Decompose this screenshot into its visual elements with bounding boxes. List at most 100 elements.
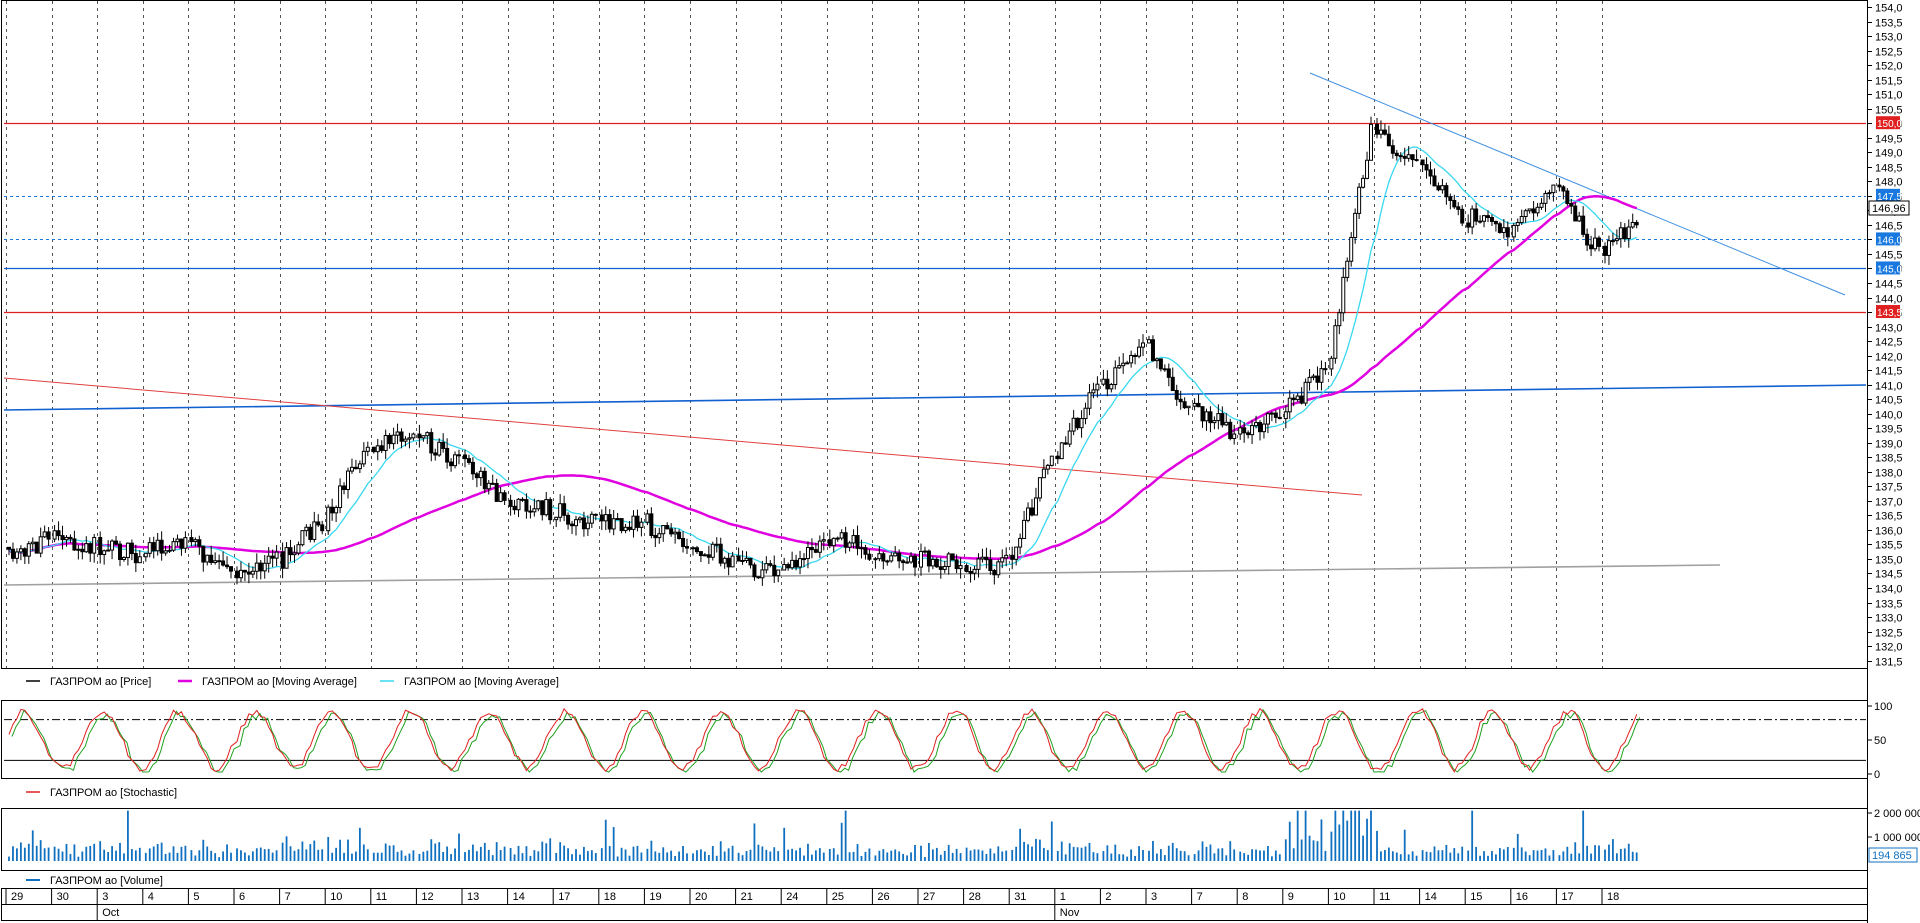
price-tick-label: 141,0 [1875, 381, 1903, 393]
candle-body [1634, 221, 1639, 226]
day-label: 3 [102, 891, 108, 903]
candle-body [1059, 442, 1064, 460]
candle-body [411, 433, 416, 439]
candle-body [913, 555, 917, 568]
price-tick-label: 136,0 [1875, 526, 1903, 538]
candle-body [213, 560, 218, 563]
candle-body [88, 543, 93, 554]
candle-body [1593, 237, 1598, 250]
day-label: 29 [11, 891, 23, 903]
candle-body [740, 559, 745, 562]
candle-body [744, 557, 749, 561]
candle-body [589, 513, 594, 524]
price-tick-label: 150,5 [1875, 105, 1903, 117]
candle-body [1482, 215, 1487, 222]
candle-body [1394, 152, 1399, 157]
candle-body [1390, 145, 1395, 154]
candle-body [623, 526, 628, 532]
candle-body [1075, 417, 1080, 429]
candle-body [1246, 432, 1251, 436]
candle-body [768, 563, 773, 566]
candle-body [102, 550, 107, 556]
candle-body [1630, 221, 1635, 228]
legend-stochastic: ГАЗПРОМ ао [Stochastic] [26, 787, 177, 799]
candle-body [893, 552, 898, 557]
candle-body [326, 506, 331, 532]
candle-body [1150, 339, 1155, 362]
candle-body [64, 536, 69, 541]
candle-body [1501, 227, 1506, 233]
candle-body [611, 518, 616, 530]
candle-body [151, 542, 156, 552]
candle-body [478, 470, 483, 479]
price-tick-label: 138,5 [1875, 453, 1903, 465]
candle-body [1547, 192, 1552, 195]
candle-body [544, 499, 549, 516]
candle-body [1345, 260, 1350, 278]
candle-body [1614, 238, 1619, 242]
candle-body [1543, 192, 1548, 204]
candle-body [1478, 220, 1483, 223]
candle-body [320, 524, 325, 532]
candle-body [1303, 381, 1308, 404]
volume-panel[interactable] [1, 808, 1868, 871]
candle-body [1610, 240, 1615, 243]
candle-body [1004, 554, 1009, 559]
candle-body [280, 551, 285, 569]
candle-body [502, 492, 507, 501]
candle-body [316, 521, 321, 526]
candle-body [76, 548, 81, 551]
candle-body [34, 541, 39, 554]
stoch-axis: 100 50 0 [1867, 701, 1892, 781]
stoch-d-line [11, 708, 1641, 773]
candle-body [143, 552, 148, 558]
legend-price-label: ГАЗПРОМ ао [Price] [50, 676, 151, 688]
day-label: 14 [513, 891, 525, 903]
day-label: 10 [330, 891, 342, 903]
level-badge-label: 146,0 [1877, 235, 1902, 246]
candle-body [189, 537, 194, 543]
candle-body [756, 576, 761, 579]
candle-body [133, 553, 138, 564]
candle-body [554, 516, 559, 521]
price-tick-label: 152,0 [1875, 61, 1903, 73]
candle-body [954, 559, 959, 570]
candle-body [201, 545, 206, 563]
candle-body [631, 515, 636, 530]
candle-body [988, 559, 993, 571]
day-label: 20 [695, 891, 707, 903]
candle-body [1497, 223, 1502, 233]
day-label: 28 [969, 891, 981, 903]
candle-body [968, 571, 973, 574]
candle-body [1174, 390, 1179, 400]
candle-body [121, 557, 126, 560]
candle-body [677, 531, 682, 539]
candle-body [930, 558, 935, 567]
overlay-lines[interactable] [3, 72, 1867, 586]
candle-body [649, 513, 654, 536]
price-tick-label: 133,5 [1875, 599, 1903, 611]
candle-body [92, 537, 97, 554]
candle-body [1041, 468, 1046, 479]
candle-body [867, 553, 872, 560]
candle-body [1361, 177, 1366, 188]
candle-body [1196, 402, 1201, 408]
price-tick-label: 134,0 [1875, 584, 1903, 596]
candle-body [1178, 398, 1183, 403]
candle-body [673, 531, 678, 535]
candle-body [1323, 368, 1328, 371]
candle-body [183, 537, 188, 549]
month-label: Oct [102, 907, 119, 919]
candle-body [175, 538, 180, 543]
candle-body [1486, 215, 1490, 218]
level-badge [1876, 261, 1900, 275]
candle-body [934, 558, 939, 568]
candle-body [167, 549, 172, 552]
price-tick-label: 133,0 [1875, 613, 1903, 625]
day-label: 7 [285, 891, 291, 903]
candle-body [68, 536, 73, 540]
day-label: 18 [604, 891, 616, 903]
price-tick-label: 144,0 [1875, 294, 1903, 306]
candle-body [1095, 383, 1100, 391]
